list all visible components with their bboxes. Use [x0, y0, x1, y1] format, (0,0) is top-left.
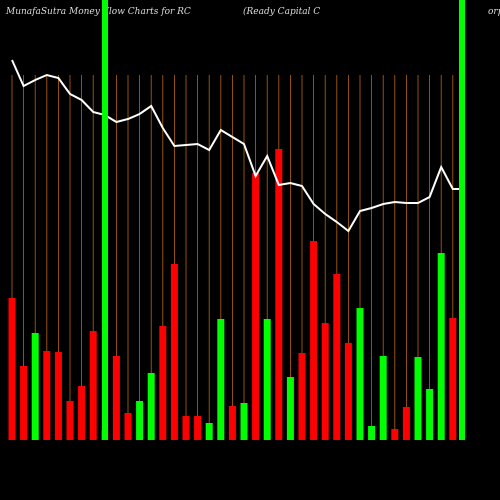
- bar: [344, 343, 352, 440]
- bar: [437, 253, 445, 440]
- bar: [228, 406, 236, 440]
- bar: [205, 423, 213, 440]
- bar: [78, 386, 86, 440]
- bar: [333, 274, 341, 440]
- bar: [379, 356, 387, 440]
- bar: [252, 173, 260, 440]
- bar: [426, 389, 434, 440]
- bar: [112, 356, 120, 440]
- bar: [449, 318, 457, 440]
- bar: [31, 333, 39, 440]
- bar: [217, 319, 225, 440]
- bar: [147, 373, 155, 440]
- bar: [321, 323, 329, 440]
- chart-subtitle-tail: orp: [488, 7, 500, 17]
- flow-line: [11, 59, 460, 233]
- bar: [136, 401, 144, 440]
- bar: [414, 357, 422, 440]
- bar: [20, 366, 28, 440]
- bar: [170, 264, 178, 440]
- bar: [286, 377, 294, 440]
- bar: [66, 401, 74, 440]
- bar: [356, 308, 364, 440]
- chart-subtitle: (Ready Capital C: [243, 6, 320, 17]
- bar: [124, 413, 132, 440]
- bar: [194, 416, 202, 440]
- bar: [43, 351, 51, 440]
- bar: [275, 149, 283, 440]
- green-marker: [459, 0, 465, 440]
- bar: [240, 403, 248, 440]
- bar: [391, 429, 399, 440]
- bar: [402, 407, 410, 440]
- bar: [310, 241, 318, 440]
- bar: [298, 353, 306, 440]
- chart-title: MunafaSutra Money Flow Charts for RC: [5, 7, 191, 17]
- bar: [89, 331, 97, 440]
- bar: [368, 426, 376, 440]
- bar: [263, 319, 271, 440]
- green-marker: [102, 0, 108, 440]
- bar: [8, 298, 16, 440]
- bar: [182, 416, 190, 440]
- bar: [54, 352, 62, 440]
- bar: [159, 326, 167, 440]
